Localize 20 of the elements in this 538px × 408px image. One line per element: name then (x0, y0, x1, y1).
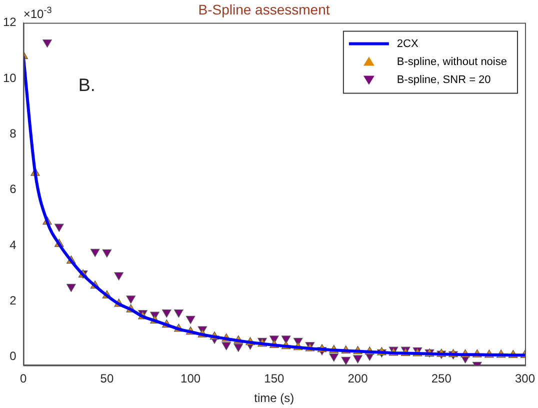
x-axis-title: time (s) (254, 391, 294, 406)
x-tick-label: 200 (348, 372, 368, 386)
legend-label: B-spline, without noise (396, 56, 507, 68)
legend-label: 2CX (396, 38, 419, 50)
y-tick-label: 10 (2, 70, 17, 85)
x-tick-label: 150 (264, 372, 284, 386)
y-tick-label: 4 (10, 238, 17, 252)
chart-title: B-Spline assessment (198, 1, 330, 18)
y-tick-label: 0 (10, 349, 17, 364)
y-tick-label: 12 (2, 15, 17, 30)
annotation: B. (78, 74, 96, 95)
y-tick-label: 6 (10, 182, 17, 196)
x-tick-label: 100 (180, 372, 201, 386)
x-tick-label: 300 (514, 372, 536, 386)
y-tick-label: 2 (10, 293, 17, 308)
x-tick-label: 50 (100, 372, 114, 386)
x-tick-label: 250 (431, 372, 452, 386)
y-tick-label: 8 (10, 126, 17, 140)
x-tick-label: 0 (20, 372, 28, 386)
legend-label: B-spline, SNR = 20 (396, 74, 491, 86)
